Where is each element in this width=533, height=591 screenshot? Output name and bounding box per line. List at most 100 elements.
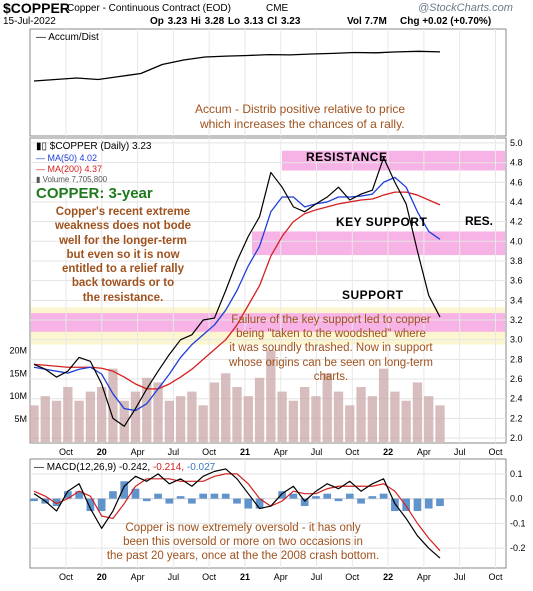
macd-hist-bar-4 — [75, 491, 83, 499]
macd-tick-1: 0.0 — [510, 494, 523, 504]
failure-note-line-1: Failure of the key support led to copper — [231, 314, 431, 326]
volume-bar-16 — [209, 382, 220, 442]
volume-bar-24 — [300, 387, 310, 442]
accum-note-line-2: which increases the chances of a rally. — [200, 117, 405, 131]
macd-hist-bar-22 — [278, 491, 286, 499]
volume-bar-34 — [412, 382, 423, 442]
volume-readout: Vol 7.7M — [347, 16, 387, 27]
support-band — [31, 313, 505, 332]
macd-hist-bar-17 — [221, 493, 230, 499]
volume-bar-22 — [277, 391, 287, 442]
macd-hist-bar-33 — [402, 498, 411, 512]
price-tick-6: 3.8 — [510, 256, 523, 266]
volume-bar-33 — [401, 400, 411, 442]
volume-bar-26 — [322, 373, 332, 442]
macd-line-icon: — — [34, 462, 47, 473]
volume-bar-5 — [85, 391, 96, 442]
series-lines — [33, 50, 441, 559]
price-tick-10: 3.0 — [510, 335, 523, 345]
volume-bar-2 — [51, 400, 62, 442]
volume-tick-3: 5M — [14, 414, 27, 424]
legend-ma50: — MA(50) 4.02 — [36, 153, 97, 163]
volume-tick-2: 10M — [9, 391, 27, 401]
volume-bar-25 — [311, 396, 321, 442]
x-tick-macd-3: Jul — [168, 572, 180, 582]
volume-bar-14 — [187, 391, 197, 442]
x-tick-labels: Oct Oct 20 20 Apr Apr Jul Jul Oct Oct 21 21 Apr Apr Ju… — [59, 447, 503, 582]
legend-volume: ▮ Volume 7,705,800 — [36, 175, 107, 184]
legend-ma50-label: MA(50) 4.02 — [47, 153, 98, 163]
ma200-line-icon: — — [36, 164, 48, 174]
x-tick-price-6: Apr — [274, 447, 288, 457]
x-tick-macd-0: Oct — [59, 572, 74, 582]
copper-comment: Copper's recent extreme weakness does not… — [33, 205, 213, 305]
volume-tick-0: 20M — [9, 345, 27, 355]
ma50-line-icon: — — [36, 153, 48, 163]
macd-note: Copper is now extremely oversold - it ha… — [38, 521, 448, 564]
legend-ma200: — MA(200) 4.37 — [36, 164, 102, 174]
macd-hist-bar-23 — [289, 493, 298, 499]
volume-bar-18 — [232, 387, 242, 442]
res-label: RES. — [465, 214, 494, 228]
watermark: @StockCharts.com — [418, 2, 513, 14]
volume-bars — [29, 350, 445, 442]
volume-bar-17 — [221, 373, 231, 442]
macd-hist-bar-25 — [312, 496, 320, 499]
x-tick-macd-10: Apr — [417, 572, 431, 582]
volume-bar-19 — [243, 396, 253, 442]
change-readout: Chg +0.02 (+0.70%) — [400, 16, 492, 27]
comment-line-7: the resistance. — [82, 291, 164, 304]
macd-hist-bar-20 — [255, 498, 264, 509]
legend-volume-label: Volume 7,705,800 — [42, 175, 108, 184]
failure-note-line-4: whose origins can be seen on long-term — [229, 356, 433, 369]
price-tick-3: 4.4 — [510, 197, 523, 207]
macd-hist-bar-19 — [244, 498, 253, 509]
price-legend-icon: ▮▯ — [36, 141, 50, 152]
macd-note-line-2: been this oversold or more on two occasi… — [123, 536, 363, 549]
x-tick-macd-5: 21 — [240, 572, 250, 582]
price-tick-8: 3.4 — [510, 295, 523, 305]
macd-hist-bar-7 — [109, 491, 117, 499]
price-tick-1: 4.8 — [510, 158, 523, 168]
ohlc-readout: Op 3.23 Hi 3.28 Lo 3.13 Cl 3.23 — [150, 16, 301, 27]
macd-hist-bar-30 — [368, 496, 377, 499]
y-tick-labels: 5.0 4.8 4.6 4.4 4.2 4.0 3.8 3.6 3.4 3.2 3.0 2.8 2.6 2… — [9, 138, 525, 553]
volume-bar-icon: ▮ — [36, 175, 43, 184]
volume-bar-6 — [97, 387, 107, 442]
macd-tick-2: -0.1 — [510, 518, 526, 528]
x-tick-price-7: Jul — [311, 447, 323, 457]
volume-bar-20 — [254, 377, 265, 442]
failure-note: Failure of the key support led to copper… — [205, 313, 457, 384]
volume-tick-1: 15M — [9, 368, 27, 378]
macd-hist-bar-35 — [424, 498, 433, 509]
x-tick-price-1: 20 — [97, 447, 107, 457]
x-tick-macd-1: 20 — [97, 572, 107, 582]
volume-bar-7 — [108, 368, 118, 442]
volume-bar-9 — [130, 391, 141, 442]
macd-tick-0: 0.1 — [510, 469, 523, 479]
price-tick-15: 2.0 — [510, 433, 523, 443]
resistance-band — [282, 150, 505, 171]
volume-bar-36 — [435, 405, 445, 442]
ma50-line — [33, 176, 441, 412]
volume-bar-4 — [74, 400, 84, 442]
x-tick-price-8: Oct — [345, 447, 360, 457]
macd-hist-bar-5 — [86, 498, 95, 512]
volume-bar-27 — [333, 391, 344, 442]
volume-bar-10 — [142, 377, 152, 442]
x-tick-macd-6: Apr — [274, 572, 288, 582]
comment-line-2: weakness does not bode — [54, 220, 192, 233]
accum-dist-legend: — Accum/Dist — [36, 32, 99, 43]
chart-symbol: $COPPER — [3, 0, 70, 16]
x-tick-macd-4: Oct — [202, 572, 217, 582]
macd-hist-bar-11 — [154, 493, 162, 499]
macd-hist-bar-8 — [120, 481, 129, 499]
macd-hist-bar-15 — [199, 493, 208, 499]
x-tick-macd-12: Oct — [488, 572, 503, 582]
volume-bar-29 — [356, 387, 366, 442]
price-tick-7: 3.6 — [510, 276, 523, 286]
support-label: SUPPORT — [342, 288, 404, 302]
price-tick-0: 5.0 — [510, 138, 523, 148]
accum-dist-line — [33, 50, 441, 82]
